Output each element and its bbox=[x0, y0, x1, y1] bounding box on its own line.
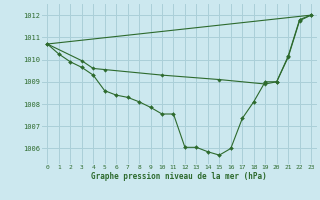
X-axis label: Graphe pression niveau de la mer (hPa): Graphe pression niveau de la mer (hPa) bbox=[91, 172, 267, 181]
